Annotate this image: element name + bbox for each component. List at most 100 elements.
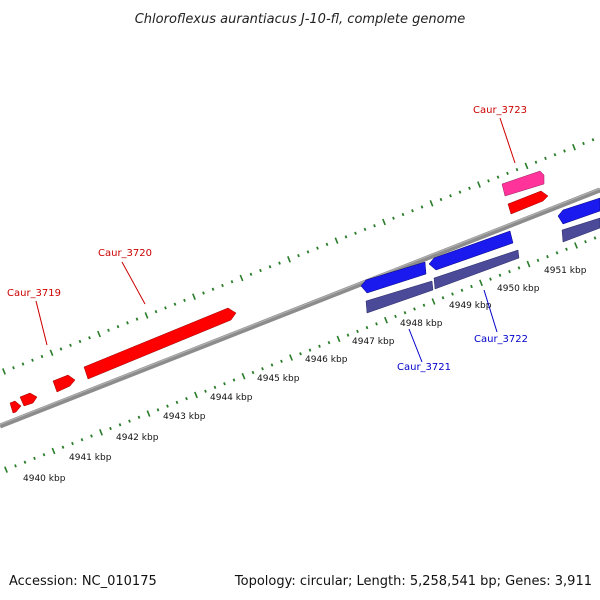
minor-tick: [498, 273, 502, 277]
minor-tick: [232, 378, 236, 382]
gene-label-caur-3723[interactable]: Caur_3723: [473, 105, 527, 116]
minor-tick: [316, 246, 319, 250]
major-tick: [429, 200, 434, 207]
minor-tick: [318, 344, 321, 348]
minor-tick: [422, 303, 426, 307]
minor-tick: [164, 306, 167, 310]
gene-arrow[interactable]: [557, 197, 600, 225]
minor-tick: [508, 269, 511, 274]
gene-label-caur-3720[interactable]: Caur_3720: [98, 248, 152, 259]
minor-tick: [31, 358, 34, 362]
minor-tick: [401, 212, 405, 217]
minor-tick: [249, 272, 253, 276]
major-tick: [382, 218, 386, 226]
minor-tick: [327, 340, 331, 345]
major-tick: [572, 143, 576, 151]
minor-tick: [365, 325, 369, 330]
minor-tick: [536, 258, 540, 263]
gene-caur-3720[interactable]: [83, 307, 237, 380]
scale-label: 4943 kbp: [163, 412, 206, 422]
minor-tick: [506, 171, 509, 176]
gene-caur-3723[interactable]: [501, 170, 545, 197]
minor-tick: [21, 362, 25, 366]
minor-tick: [593, 236, 597, 240]
minor-tick: [546, 254, 549, 259]
major-tick: [479, 279, 483, 287]
gene-label-caur-3722[interactable]: Caur_3722: [474, 334, 528, 345]
inner-tick-row: [4, 236, 597, 473]
minor-tick: [154, 309, 158, 314]
minor-tick: [261, 367, 264, 371]
gene-arrow[interactable]: [19, 392, 38, 407]
minor-tick: [563, 149, 566, 153]
minor-tick: [515, 167, 519, 172]
minor-tick: [14, 464, 17, 468]
major-tick: [431, 298, 436, 305]
reverse-genes: [360, 197, 600, 314]
minor-tick: [460, 288, 464, 292]
minor-tick: [553, 153, 557, 157]
minor-tick: [308, 348, 312, 352]
major-tick: [239, 274, 244, 282]
major-tick: [477, 181, 481, 188]
major-tick: [4, 466, 8, 473]
scale-label: 4949 kbp: [449, 301, 492, 311]
gene-caur-3722[interactable]: [428, 230, 514, 271]
gene-caur-3723-cds[interactable]: [507, 190, 549, 215]
minor-tick: [156, 408, 160, 412]
minor-tick: [126, 321, 129, 325]
minor-tick: [306, 250, 310, 254]
minor-tick: [270, 363, 274, 367]
minor-tick: [449, 194, 452, 198]
minor-tick: [487, 179, 490, 183]
minor-tick: [496, 175, 500, 179]
minor-tick: [221, 283, 224, 288]
minor-tick: [202, 291, 205, 295]
genome-backbone: [0, 187, 600, 429]
minor-tick: [354, 231, 357, 235]
major-tick: [144, 312, 149, 319]
minor-tick: [90, 434, 93, 438]
gene-label-caur-3719[interactable]: Caur_3719: [7, 288, 61, 299]
minor-tick: [109, 426, 112, 431]
minor-tick: [582, 141, 585, 146]
minor-tick: [555, 251, 559, 255]
minor-tick: [78, 339, 82, 344]
genome-summary: Topology: circular; Length: 5,258,541 bp…: [234, 574, 592, 589]
gene-caur-3722-cds[interactable]: [433, 249, 520, 290]
major-tick: [287, 256, 291, 263]
gene-arrow[interactable]: [52, 374, 76, 393]
scale-label: 4950 kbp: [497, 284, 540, 294]
minor-tick: [223, 382, 226, 386]
minor-tick: [325, 242, 329, 247]
minor-tick: [23, 460, 27, 464]
minor-tick: [470, 284, 473, 289]
minor-tick: [42, 453, 46, 457]
minor-tick: [363, 227, 367, 232]
minor-tick: [403, 311, 407, 315]
gene-label-caur-3721[interactable]: Caur_3721: [397, 362, 451, 373]
accession-text: Accession: NC_010175: [9, 574, 157, 589]
scale-label: 4941 kbp: [69, 453, 112, 463]
gene-arrow[interactable]: [9, 400, 22, 414]
minor-tick: [213, 385, 217, 390]
major-tick: [146, 410, 151, 417]
gene-caur-3721[interactable]: [360, 261, 427, 294]
minor-tick: [280, 359, 283, 363]
minor-tick: [420, 205, 424, 209]
minor-tick: [135, 317, 139, 321]
scale-label: 4944 kbp: [210, 393, 253, 403]
minor-tick: [204, 389, 207, 393]
minor-tick: [356, 329, 359, 334]
major-tick: [526, 260, 531, 268]
minor-tick: [591, 138, 595, 142]
minor-tick: [299, 352, 302, 356]
minor-tick: [544, 156, 547, 161]
scale-label: 4947 kbp: [352, 337, 395, 347]
gene-caur-3721-cds[interactable]: [365, 280, 434, 314]
minor-tick: [185, 396, 188, 401]
gene-cds[interactable]: [561, 217, 600, 243]
minor-tick: [451, 292, 454, 296]
minor-tick: [128, 419, 131, 423]
